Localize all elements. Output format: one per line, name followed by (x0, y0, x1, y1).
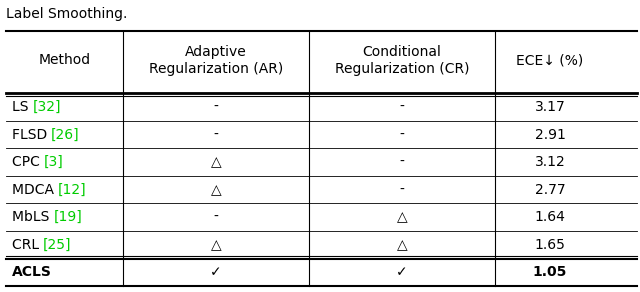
Text: -: - (399, 183, 404, 197)
Text: CRL: CRL (12, 238, 43, 252)
Text: 3.17: 3.17 (535, 100, 566, 114)
Text: [26]: [26] (51, 128, 80, 142)
Text: MDCA: MDCA (12, 183, 58, 197)
Text: ACLS: ACLS (12, 265, 51, 279)
Text: -: - (214, 210, 218, 224)
Text: [12]: [12] (58, 183, 86, 197)
Text: △: △ (211, 183, 221, 197)
Text: 2.91: 2.91 (534, 128, 566, 142)
Text: Method: Method (38, 53, 91, 67)
Text: CPC: CPC (12, 155, 44, 169)
Text: 1.64: 1.64 (534, 210, 566, 224)
Text: ✓: ✓ (396, 265, 408, 279)
Text: ECE↓ (%): ECE↓ (%) (516, 53, 584, 67)
Text: △: △ (211, 155, 221, 169)
Text: 3.12: 3.12 (535, 155, 566, 169)
Text: Conditional
Regularization (CR): Conditional Regularization (CR) (335, 45, 469, 76)
Text: -: - (214, 100, 218, 114)
Text: 2.77: 2.77 (535, 183, 565, 197)
Text: Label Smoothing.: Label Smoothing. (6, 7, 128, 21)
Text: [25]: [25] (43, 238, 72, 252)
Text: △: △ (397, 210, 407, 224)
Text: -: - (399, 100, 404, 114)
Text: LS: LS (12, 100, 33, 114)
Text: 1.65: 1.65 (534, 238, 566, 252)
Text: -: - (214, 128, 218, 142)
Text: MbLS: MbLS (12, 210, 53, 224)
Text: -: - (399, 155, 404, 169)
Text: ✓: ✓ (210, 265, 222, 279)
Text: △: △ (397, 238, 407, 252)
Text: -: - (399, 128, 404, 142)
Text: FLSD: FLSD (12, 128, 51, 142)
Text: △: △ (211, 238, 221, 252)
Text: [19]: [19] (53, 210, 82, 224)
Text: Adaptive
Regularization (AR): Adaptive Regularization (AR) (149, 45, 283, 76)
Text: [32]: [32] (33, 100, 61, 114)
Text: [3]: [3] (44, 155, 63, 169)
Text: 1.05: 1.05 (533, 265, 567, 279)
